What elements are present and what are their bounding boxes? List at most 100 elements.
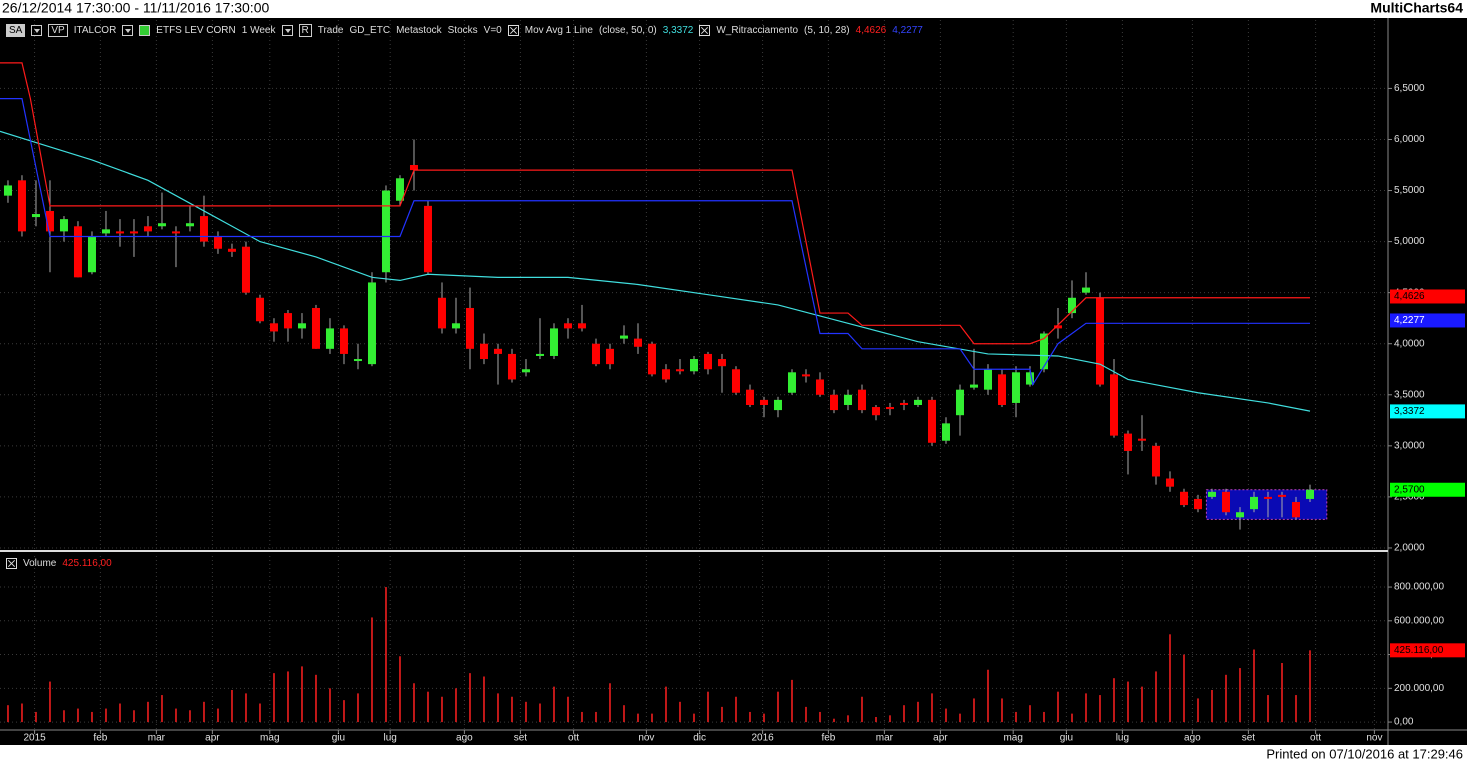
x-tick-label: dic xyxy=(693,733,706,744)
candle-body xyxy=(465,307,474,349)
candle-body xyxy=(647,343,656,375)
volume-bar xyxy=(987,669,989,723)
volume-bar xyxy=(301,666,303,723)
candle-body xyxy=(857,389,866,411)
volume-bar xyxy=(749,711,751,723)
toolbar-item[interactable]: SA xyxy=(6,23,26,37)
candle-body xyxy=(591,343,600,365)
candle-body xyxy=(871,407,880,416)
candle-body xyxy=(941,423,950,441)
x-tick-label: apr xyxy=(933,733,948,744)
candle-body xyxy=(535,353,544,356)
volume-bar xyxy=(1085,693,1087,723)
dropdown[interactable] xyxy=(31,24,43,36)
dropdown[interactable] xyxy=(281,24,293,36)
volume-bar xyxy=(175,708,177,723)
x-tick-label: ago xyxy=(1184,733,1201,744)
y-tick-label: 800.000,00 xyxy=(1394,582,1444,593)
volume-bar xyxy=(231,690,233,723)
volume-bar xyxy=(763,713,765,723)
volume-bar xyxy=(161,695,163,723)
volume-bar xyxy=(385,587,387,723)
candle-body xyxy=(619,335,628,339)
symbol: ITALCOR xyxy=(73,24,117,36)
toolbar-text: Metastock xyxy=(396,24,442,36)
volume-bar xyxy=(1225,674,1227,723)
dropdown[interactable] xyxy=(122,24,134,36)
price-tag xyxy=(1390,313,1465,328)
volume-bar xyxy=(91,711,93,723)
indicator-name: W_Ritracciamento xyxy=(716,24,799,36)
volume-bar xyxy=(35,711,37,723)
x-tick-label: mag xyxy=(1003,733,1022,744)
candle-body xyxy=(1151,445,1160,477)
candle-body xyxy=(773,399,782,411)
candle-body xyxy=(997,374,1006,405)
toolbar-item[interactable]: R xyxy=(298,23,312,37)
volume-value: 425.116,00 xyxy=(62,558,112,569)
volume-bar xyxy=(1113,678,1115,723)
x-tick-label: ago xyxy=(456,733,473,744)
volume-bar xyxy=(1295,695,1297,723)
close-button[interactable] xyxy=(6,558,17,569)
candle-body xyxy=(3,185,12,196)
volume-bar xyxy=(581,711,583,723)
y-tick-label: 4,0000 xyxy=(1394,338,1425,349)
candle-body xyxy=(633,338,642,347)
candle-body xyxy=(955,389,964,416)
x-tick-label: ott xyxy=(568,733,579,744)
candle-body xyxy=(227,248,236,252)
candle-body xyxy=(969,384,978,388)
volume-bar xyxy=(847,715,849,723)
candle-body xyxy=(1081,287,1090,293)
candle-body xyxy=(829,394,838,411)
volume-bar xyxy=(805,706,807,723)
candle-body xyxy=(563,323,572,329)
candle-body xyxy=(1067,297,1076,314)
candle-body xyxy=(885,407,894,410)
y-tick-label: 6,5000 xyxy=(1394,83,1425,94)
volume-bar xyxy=(217,708,219,723)
volume-bar xyxy=(105,708,107,723)
candle-body xyxy=(899,402,908,405)
candle-body xyxy=(451,323,460,329)
candle-body xyxy=(157,223,166,227)
volume-bar xyxy=(203,701,205,723)
candle-body xyxy=(1249,496,1258,510)
candle-body xyxy=(1137,438,1146,441)
candle-body xyxy=(1235,512,1244,518)
volume-bar xyxy=(119,703,121,723)
toolbar-item[interactable]: VP xyxy=(48,23,68,37)
volume-bar xyxy=(609,683,611,723)
candle-body xyxy=(353,359,362,362)
candle-body xyxy=(507,353,516,380)
candle-body xyxy=(801,374,810,377)
candle-body xyxy=(1039,333,1048,370)
candle-body xyxy=(1053,325,1062,329)
close-button[interactable] xyxy=(699,24,711,36)
candle-body xyxy=(73,226,82,278)
candle-body xyxy=(717,359,726,367)
x-tick-label: mar xyxy=(148,733,166,744)
volume-bar xyxy=(791,679,793,723)
x-tick-label: giu xyxy=(1060,733,1073,744)
candle-body xyxy=(171,231,180,234)
volume-bar xyxy=(399,656,401,723)
price-tag-label: 4,2277 xyxy=(1394,315,1425,326)
price-tag-label: 4,4626 xyxy=(1394,291,1425,302)
indicator-params: (close, 50, 0) xyxy=(598,24,657,36)
indicator-name: Mov Avg 1 Line xyxy=(524,24,593,36)
candle-body xyxy=(129,231,138,234)
close-button[interactable] xyxy=(507,24,519,36)
indicator-params: (5, 10, 28) xyxy=(804,24,850,36)
description: ETFS LEV CORN xyxy=(156,24,236,36)
volume-bar xyxy=(959,713,961,723)
footer-bar xyxy=(0,745,1467,763)
volume-bar xyxy=(553,686,555,723)
volume-title: Volume xyxy=(23,558,57,569)
volume-bar xyxy=(1211,690,1213,723)
indicator-value: 3,3372 xyxy=(662,24,694,36)
icon[interactable] xyxy=(139,24,151,36)
volume-bar xyxy=(497,693,499,723)
